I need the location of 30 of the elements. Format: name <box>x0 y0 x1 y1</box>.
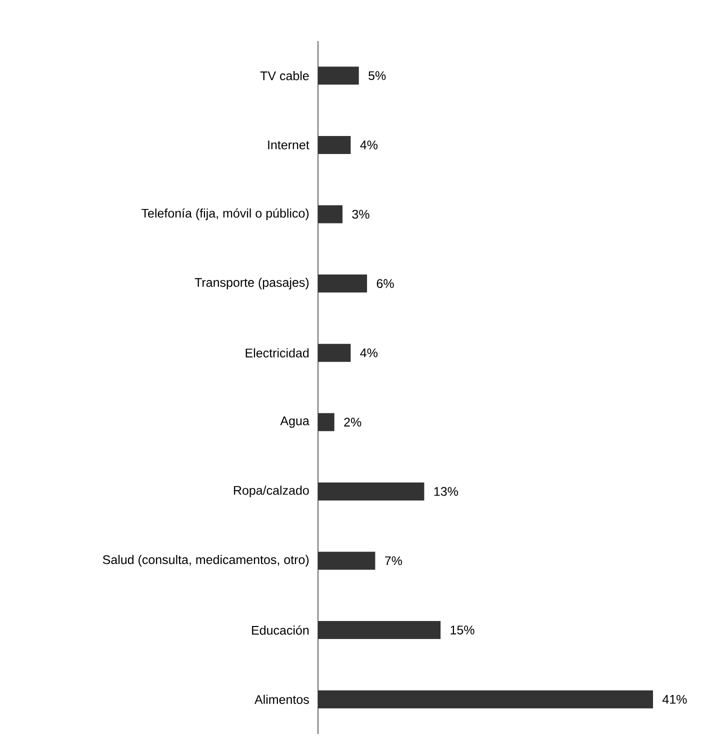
bar <box>318 136 351 154</box>
bar <box>318 690 653 708</box>
bar <box>318 552 376 570</box>
data-label: 13% <box>434 487 458 496</box>
data-label: 7% <box>385 556 402 566</box>
bar <box>318 413 334 432</box>
data-label: 2% <box>344 418 362 427</box>
bar <box>318 482 424 500</box>
y-tick-label: Salud (consulta, medicamentos, otro) <box>102 554 309 567</box>
bar <box>318 344 351 362</box>
bar <box>318 66 359 85</box>
y-tick-label: Electricidad <box>246 348 309 358</box>
y-tick-label: Agua <box>280 416 310 428</box>
data-label: 6% <box>376 279 394 288</box>
y-tick-label: Alimentos <box>254 694 309 704</box>
data-label: 4% <box>360 140 378 150</box>
y-tick-label: Telefonía (fija, móvil o público) <box>142 208 309 220</box>
y-tick-label: Internet <box>268 140 310 150</box>
bar <box>318 274 368 293</box>
data-label: 15% <box>450 626 474 634</box>
y-tick-label: Educación <box>252 625 309 635</box>
data-label: 41% <box>662 694 687 704</box>
data-label: 5% <box>368 71 386 80</box>
bar <box>318 621 441 640</box>
bar <box>318 205 343 224</box>
data-label: 3% <box>352 210 370 219</box>
y-tick-label: Ropa/calzado <box>234 486 309 498</box>
y-tick-label: Transporte (pasajes) <box>194 278 309 290</box>
y-tick-label: TV cable <box>260 71 309 80</box>
data-label: 4% <box>360 348 378 358</box>
